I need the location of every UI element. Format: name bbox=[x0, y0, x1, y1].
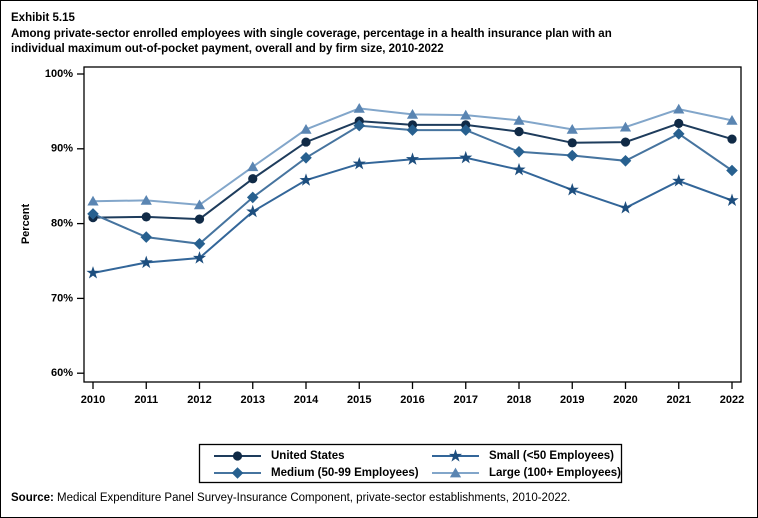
data-point-small-50-employees-2020 bbox=[618, 200, 633, 214]
series-line-small-50-employees bbox=[92, 156, 733, 274]
legend-item-medium: Medium (50-99 Employees) bbox=[214, 467, 419, 479]
data-point-large-100-employees-2011 bbox=[140, 195, 152, 205]
data-point-medium-50-99-employees-2014 bbox=[300, 151, 312, 164]
data-point-small-50-employees-2010 bbox=[86, 266, 100, 279]
x-tick-label: 2010 bbox=[81, 394, 105, 406]
x-tick-label: 2013 bbox=[241, 394, 265, 406]
data-point-large-100-employees-2020 bbox=[619, 121, 632, 132]
data-point-large-100-employees-2018 bbox=[513, 114, 525, 125]
legend-box: United States Small (<50 Employees) Medi… bbox=[198, 443, 623, 484]
legend-label-medium: Medium (50-99 Employees) bbox=[271, 467, 419, 479]
series-line-medium-50-99-employees bbox=[92, 124, 733, 245]
data-point-large-100-employees-2012 bbox=[193, 199, 206, 210]
x-tick-label: 2015 bbox=[347, 394, 371, 406]
y-tick-label: 60% bbox=[51, 367, 73, 379]
x-tick-label: 2022 bbox=[720, 394, 744, 406]
source-note: Source: Medical Expenditure Panel Survey… bbox=[11, 492, 570, 504]
data-point-united-states-2014 bbox=[301, 137, 311, 147]
data-point-medium-50-99-employees-2011 bbox=[140, 231, 153, 243]
data-point-small-50-employees-2019 bbox=[565, 183, 579, 196]
x-tick-label: 2012 bbox=[187, 394, 211, 406]
data-point-large-100-employees-2016 bbox=[406, 108, 419, 119]
legend-marker-united-states bbox=[232, 451, 243, 461]
data-point-medium-50-99-employees-2018 bbox=[513, 145, 525, 158]
data-point-medium-50-99-employees-2019 bbox=[566, 149, 579, 162]
data-point-medium-50-99-employees-2016 bbox=[406, 124, 419, 136]
data-point-small-50-employees-2016 bbox=[405, 152, 420, 165]
x-tick-label: 2014 bbox=[294, 394, 319, 406]
x-tick-label: 2017 bbox=[454, 394, 478, 406]
data-point-medium-50-99-employees-2021 bbox=[672, 128, 685, 140]
data-point-united-states-2018 bbox=[514, 126, 524, 137]
data-point-medium-50-99-employees-2020 bbox=[619, 154, 632, 167]
source-label: Source: bbox=[11, 492, 54, 504]
legend-marker-small-50-employees bbox=[448, 449, 463, 462]
data-point-united-states-2022 bbox=[727, 134, 737, 144]
y-axis-label: Percent bbox=[20, 203, 32, 244]
chart-title-line-2: individual maximum out-of-pocket payment… bbox=[11, 43, 444, 55]
x-tick-label: 2021 bbox=[667, 394, 691, 406]
data-point-medium-50-99-employees-2022 bbox=[726, 164, 738, 177]
x-tick-label: 2020 bbox=[613, 394, 637, 406]
data-point-small-50-employees-2021 bbox=[672, 174, 686, 187]
chart-title-line-1: Among private-sector enrolled employees … bbox=[11, 27, 612, 40]
legend-label-large: Large (100+ Employees) bbox=[489, 467, 621, 479]
x-tick-label: 2011 bbox=[134, 394, 158, 406]
data-point-large-100-employees-2010 bbox=[87, 195, 99, 206]
data-point-large-100-employees-2014 bbox=[300, 123, 312, 134]
y-tick-label: 70% bbox=[51, 292, 73, 304]
axis-layer: 100% 90% 80% 70% 60% 2010 2011 2012 2013 2014 2015… bbox=[45, 68, 744, 406]
legend-item-united-states: United States bbox=[214, 450, 345, 462]
data-point-large-100-employees-2021 bbox=[673, 103, 685, 114]
series-layer bbox=[86, 103, 739, 279]
legend-item-large: Large (100+ Employees) bbox=[432, 467, 621, 479]
data-point-small-50-employees-2018 bbox=[512, 162, 526, 176]
x-tick-label: 2018 bbox=[507, 394, 531, 406]
data-point-medium-50-99-employees-2017 bbox=[459, 124, 472, 136]
data-point-united-states-2013 bbox=[248, 174, 258, 184]
exhibit-number: Exhibit 5.15 bbox=[11, 12, 75, 24]
data-point-small-50-employees-2017 bbox=[459, 150, 473, 164]
y-tick-label: 80% bbox=[51, 218, 73, 230]
data-point-small-50-employees-2013 bbox=[246, 204, 260, 218]
legend-label-small: Small (<50 Employees) bbox=[489, 450, 614, 462]
data-point-medium-50-99-employees-2015 bbox=[353, 119, 366, 132]
y-tick-label: 100% bbox=[45, 68, 73, 80]
data-point-united-states-2011 bbox=[141, 212, 151, 222]
x-tick-label: 2019 bbox=[560, 394, 584, 406]
data-point-united-states-2021 bbox=[674, 118, 684, 128]
legend-border bbox=[198, 443, 623, 484]
data-point-large-100-employees-2015 bbox=[353, 103, 365, 113]
data-point-medium-50-99-employees-2013 bbox=[246, 191, 259, 204]
data-point-small-50-employees-2015 bbox=[352, 156, 366, 170]
legend-label-united-states: United States bbox=[271, 450, 345, 462]
data-point-large-100-employees-2013 bbox=[247, 161, 259, 172]
data-point-small-50-employees-2022 bbox=[725, 193, 739, 206]
legend-marker-medium-50-99-employees bbox=[231, 467, 244, 479]
data-point-large-100-employees-2017 bbox=[460, 109, 472, 120]
legend-marker-large-100-employees bbox=[449, 467, 462, 478]
data-point-small-50-employees-2012 bbox=[192, 251, 207, 264]
data-point-medium-50-99-employees-2010 bbox=[87, 208, 99, 220]
title-block: Exhibit 5.15 Among private-sector enroll… bbox=[11, 11, 741, 58]
data-point-medium-50-99-employees-2012 bbox=[193, 237, 206, 250]
source-text: Medical Expenditure Panel Survey-Insuran… bbox=[53, 492, 571, 504]
data-point-small-50-employees-2014 bbox=[299, 173, 313, 186]
data-point-large-100-employees-2019 bbox=[566, 123, 578, 134]
data-point-united-states-2012 bbox=[194, 214, 205, 224]
x-tick-label: 2016 bbox=[400, 394, 424, 406]
data-point-united-states-2019 bbox=[567, 138, 577, 148]
y-tick-label: 90% bbox=[51, 143, 73, 155]
legend-item-small: Small (<50 Employees) bbox=[432, 449, 614, 462]
data-point-united-states-2020 bbox=[620, 137, 631, 147]
data-point-small-50-employees-2011 bbox=[139, 255, 153, 269]
data-point-large-100-employees-2022 bbox=[726, 114, 738, 125]
